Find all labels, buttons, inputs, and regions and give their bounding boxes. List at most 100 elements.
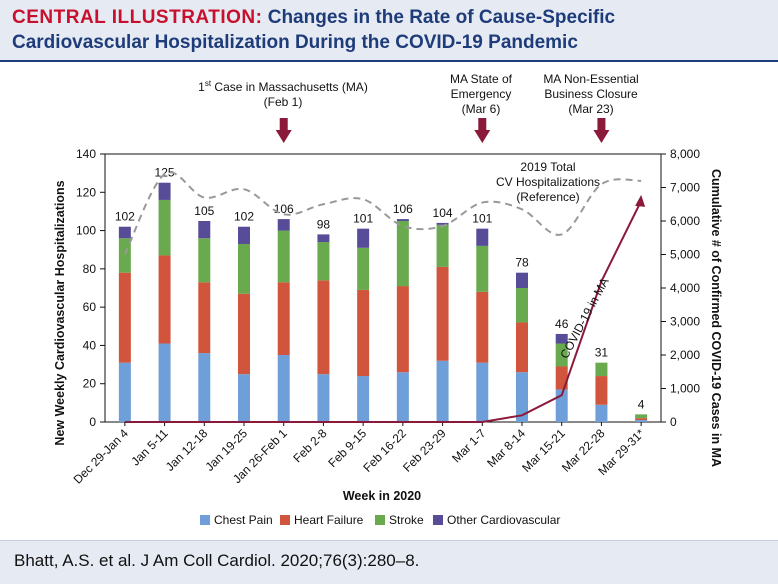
bar-stroke [436,224,449,267]
y-right-tick-label: 5,000 [670,248,700,262]
bar-total-label: 102 [115,210,135,224]
bar-heart-failure [357,289,370,377]
bar-total-label: 106 [393,202,413,216]
bar-other-cardiovascular [317,234,330,243]
event-arrow-shaft [597,118,606,132]
event-arrow-head [593,130,610,143]
bar-heart-failure [516,322,528,373]
bar-other-cardiovascular [396,219,409,221]
legend-label-chest-pain: Chest Pain [214,513,273,527]
bar-other-cardiovascular [238,226,250,244]
bar-total-label: 101 [353,212,373,226]
bar-total-label: 102 [234,210,254,224]
event-date-closure: (Mar 23) [568,102,613,116]
legend-label-other-cardiovascular: Other Cardiovascular [447,513,560,527]
bar-chest-pain [277,355,290,422]
event-date-emergency: (Mar 6) [462,102,501,116]
reference-label-1: 2019 Total [520,160,575,174]
bar-heart-failure [118,272,131,363]
legend-swatch-heart-failure [280,515,290,525]
bar-chest-pain [357,376,370,422]
bar-other-cardiovascular [436,222,449,225]
legend-label-heart-failure: Heart Failure [294,513,364,527]
bar-other-cardiovascular [277,219,290,231]
title-text-1: Changes in the Rate of Cause-Specific [267,7,616,28]
legend: Chest Pain Heart Failure Stroke Other Ca… [200,513,560,527]
x-tick-label: Dec 29-Jan 4 [71,426,132,487]
title-prefix: CENTRAL ILLUSTRATION: [12,7,263,28]
event-arrow-shaft [478,118,487,132]
title-line-1: CENTRAL ILLUSTRATION: Changes in the Rat… [12,7,615,29]
bar-stroke [277,230,290,283]
chart: 0 20 40 60 80 100 120 140 0 1,000 2,000 3,000 4,000 5… [53,72,723,527]
bar-other-cardiovascular [516,272,528,288]
bar-stroke [198,238,211,283]
event-label-emergency: MA State of [450,72,513,86]
y-tick-label: 80 [83,262,97,276]
bar-total-label: 104 [433,206,453,220]
bar-total-label: 98 [317,217,331,231]
y-axis-label: New Weekly Cardiovascular Hospitalizatio… [53,180,67,445]
bar-stroke [516,288,528,323]
bar-total-label: 101 [472,212,492,226]
y-axis-right-label: Cumulative # of Confirmed COVID-19 Cases… [709,169,723,467]
y-tick-label: 120 [76,185,96,199]
bar-chest-pain [635,420,648,422]
x-tick-label: Mar 1-7 [449,426,488,465]
bar-stroke [357,247,370,290]
x-tick-label: Feb 23-29 [400,426,449,475]
bar-chest-pain [396,372,409,422]
y-tick-label: 140 [76,147,96,161]
citation: Bhatt, A.S. et al. J Am Coll Cardiol. 20… [14,551,420,570]
bar-chest-pain [516,372,528,422]
bar-stroke [118,238,131,273]
y-tick-label: 60 [83,300,97,314]
covid-cases-line [124,200,643,423]
legend-label-stroke: Stroke [389,513,424,527]
bar-heart-failure [277,282,290,355]
bar-heart-failure [158,255,171,344]
legend-swatch-other-cardiovascular [433,515,443,525]
bar-chest-pain [238,374,250,422]
reference-2019-line [123,171,642,255]
event-label-first-case: 1st Case in Massachusetts (MA) [198,79,368,94]
y-tick-label: 0 [89,415,96,429]
bar-heart-failure [595,376,608,405]
y-tick-label: 20 [83,377,97,391]
bar-heart-failure [198,282,211,354]
event-label-closure: MA Non-Essential [543,72,638,86]
footer: Bhatt, A.S. et al. J Am Coll Cardiol. 20… [0,540,778,584]
x-tick-label: Feb 2-8 [290,426,329,465]
x-axis-label: Week in 2020 [343,489,421,503]
x-tick-label: Jan 12-18 [163,426,211,474]
covid-line-arrowhead [635,194,646,207]
bar-total-label: 78 [515,256,529,270]
bar-other-cardiovascular [158,182,171,200]
bar-heart-failure [238,293,250,375]
y-right-tick-label: 3,000 [670,315,700,329]
bar-heart-failure [635,418,648,421]
bar-total-label: 31 [595,346,609,360]
bar-chest-pain [595,404,608,422]
bar-other-cardiovascular [357,228,370,248]
event-date-first-case: (Feb 1) [264,95,303,109]
event-arrow-head [474,130,491,143]
bar-total-label: 105 [194,204,214,218]
y-right-tick-label: 2,000 [670,348,700,362]
bar-stroke [158,199,171,256]
bar-chest-pain [317,374,330,422]
bar-chest-pain [158,343,171,422]
event-label-emergency-2: Emergency [451,87,512,101]
bar-chest-pain [436,360,449,422]
y-right-tick-label: 7,000 [670,181,700,195]
bar-total-label: 106 [274,202,294,216]
y-tick-label: 40 [83,338,97,352]
y-right-tick-label: 6,000 [670,214,700,228]
bar-total-label: 125 [155,166,175,180]
bar-other-cardiovascular [118,226,131,239]
header-banner: CENTRAL ILLUSTRATION: Changes in the Rat… [0,0,778,62]
legend-swatch-stroke [375,515,385,525]
bar-heart-failure [476,291,489,363]
event-arrow-shaft [279,118,288,132]
reference-label-3: (Reference) [516,190,579,204]
